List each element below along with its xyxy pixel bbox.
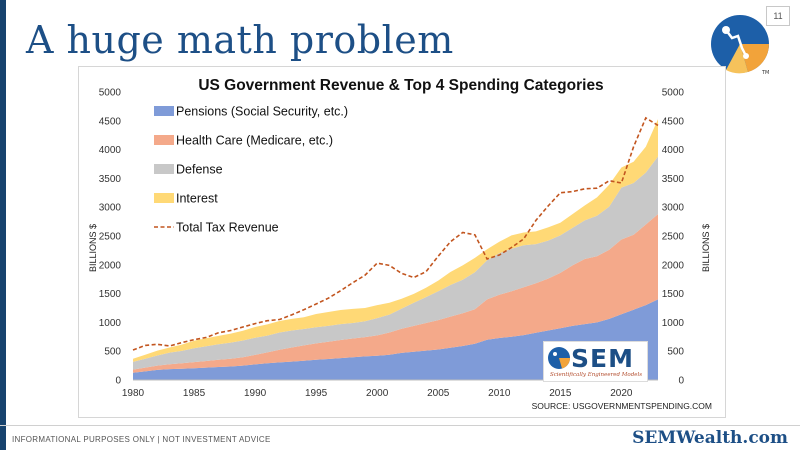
y-axis-label-right: BILLIONS $ [701, 224, 711, 272]
legend-health-care-swatch [154, 135, 174, 145]
legend-pensions: Pensions (Social Security, etc.) [176, 105, 348, 119]
y-tick-right: 3500 [662, 174, 685, 185]
sem-badge-icon [548, 347, 570, 369]
y-tick-left: 500 [104, 347, 121, 358]
y-tick-right: 5000 [662, 88, 685, 99]
legend: Pensions (Social Security, etc.) Health C… [154, 105, 348, 235]
y-tick-right: 2500 [662, 232, 685, 243]
y-tick-right: 1000 [662, 318, 685, 329]
y-tick-left: 5000 [99, 88, 122, 99]
x-tick-label: 2005 [427, 388, 450, 399]
x-tick-label: 1985 [183, 388, 206, 399]
left-accent-bar [0, 0, 6, 450]
legend-total-tax-revenue: Total Tax Revenue [176, 221, 279, 235]
y-tick-left: 1000 [99, 318, 122, 329]
y-tick-right: 4500 [662, 116, 685, 127]
y-tick-left: 2000 [99, 260, 122, 271]
x-tick-label: 2020 [610, 388, 633, 399]
y-tick-left: 2500 [99, 232, 122, 243]
y-tick-left: 4500 [99, 116, 122, 127]
legend-defense-swatch [154, 164, 174, 174]
slide-title: A huge math problem [26, 18, 454, 62]
sem-badge-tagline: Scientifically Engineered Models [549, 372, 643, 378]
x-tick-label: 1990 [244, 388, 267, 399]
line-total-tax-revenue [132, 116, 659, 351]
y-tick-left: 0 [115, 376, 121, 387]
y-tick-right: 1500 [662, 289, 685, 300]
axis-layer: 0 0 500 500 1000 1000 1500 1500 2000 2000 2500 2500… [99, 88, 685, 400]
legend-interest-swatch [154, 193, 174, 203]
y-tick-right: 500 [667, 347, 684, 358]
y-tick-right: 2000 [662, 260, 685, 271]
legend-health-care: Health Care (Medicare, etc.) [176, 134, 333, 148]
legend-interest: Interest [176, 192, 218, 206]
x-tick-label: 1980 [122, 388, 145, 399]
y-tick-right: 0 [678, 376, 684, 387]
y-axis-label-left: BILLIONS $ [88, 224, 98, 272]
revenue-spending-chart: 0 0 500 500 1000 1000 1500 1500 2000 2000 2500 2500… [88, 77, 712, 411]
page-number: 11 [766, 6, 790, 26]
area-health-care [133, 214, 658, 373]
chart-title: US Government Revenue & Top 4 Spending C… [198, 77, 603, 94]
y-tick-right: 3000 [662, 203, 685, 214]
footer-brand-link[interactable]: SEMWealth.com [632, 428, 788, 448]
y-tick-right: 4000 [662, 145, 685, 156]
sem-logo-icon: TM [708, 12, 772, 76]
svg-text:TM: TM [761, 70, 769, 76]
x-tick-label: 2000 [366, 388, 389, 399]
y-tick-left: 3500 [99, 174, 122, 185]
x-tick-label: 1995 [305, 388, 328, 399]
x-tick-label: 2010 [488, 388, 511, 399]
sem-badge: SEM Scientifically Engineered Models [543, 341, 648, 382]
area-pensions [133, 299, 658, 380]
y-tick-left: 1500 [99, 289, 122, 300]
y-tick-left: 4000 [99, 145, 122, 156]
sem-badge-name: SEM [571, 344, 634, 373]
area-defense [133, 156, 658, 370]
footer-divider [0, 425, 800, 426]
x-tick-label: 2015 [549, 388, 572, 399]
legend-defense: Defense [176, 163, 223, 177]
y-tick-left: 3000 [99, 203, 122, 214]
line-layer [132, 116, 659, 351]
legend-pensions-swatch [154, 106, 174, 116]
area-layer [133, 119, 658, 380]
footer-disclaimer: INFORMATIONAL PURPOSES ONLY | NOT INVEST… [12, 435, 271, 444]
chart-source: SOURCE: USGOVERNMENTSPENDING.COM [532, 401, 712, 411]
